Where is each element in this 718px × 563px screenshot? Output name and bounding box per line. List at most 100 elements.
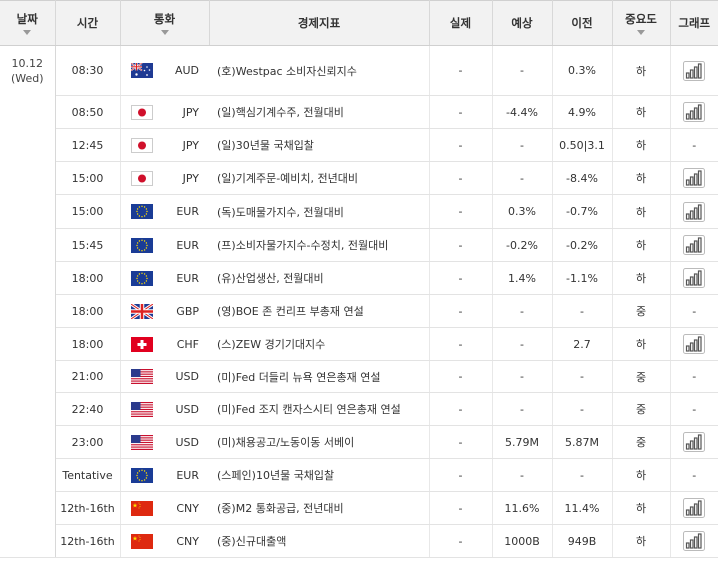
flag-cell xyxy=(120,45,163,96)
indicator-cell: (일)핵심기계수주, 전월대비 xyxy=(209,95,430,129)
australia-flag-icon xyxy=(130,63,153,78)
header-graph: 그래프 xyxy=(670,0,718,46)
indicator-cell: (중)신규대출액 xyxy=(209,524,430,558)
table-row: 12:45 JPY (일)30년물 국채입찰 - -0.50|3.1 하 - xyxy=(0,128,718,162)
bar-chart-icon[interactable] xyxy=(683,60,706,81)
header-forecast: 예상 xyxy=(492,0,553,46)
table-row: 10.12 (Wed) 08:30 AUD (호)Westpac 소비자신뢰지수 - -0.… xyxy=(0,45,718,558)
previous-cell: 11.4% xyxy=(552,491,613,525)
indicator-cell: (미)Fed 조지 캔자스시티 연은총재 연설 xyxy=(209,392,430,426)
importance-cell: 중 xyxy=(612,392,671,426)
currency-cell: JPY xyxy=(163,128,210,162)
indicator-cell: (일)30년물 국채입찰 xyxy=(209,128,430,162)
graph-cell: - xyxy=(670,128,718,162)
time-cell: 18:00 xyxy=(55,327,121,361)
china-flag-icon xyxy=(130,500,153,516)
bar-chart-icon[interactable] xyxy=(683,235,706,255)
previous-cell: -0.2% xyxy=(552,228,613,262)
actual-cell: - xyxy=(429,128,493,162)
graph-cell xyxy=(670,261,718,295)
flag-cell xyxy=(120,524,163,558)
actual-cell: - xyxy=(429,392,493,426)
importance-cell: 하 xyxy=(612,228,671,262)
flag-cell xyxy=(120,425,163,459)
header-currency[interactable]: 통화 xyxy=(120,0,210,46)
currency-cell: USD xyxy=(163,360,210,393)
previous-cell: 0.50|3.1 xyxy=(552,128,613,162)
indicator-cell: (미)Fed 더들리 뉴욕 연은총재 연설 xyxy=(209,360,430,393)
forecast-cell: -0.2% xyxy=(492,228,553,262)
forecast-cell: - xyxy=(492,128,553,162)
forecast-cell: 1000B xyxy=(492,524,553,558)
forecast-cell: - xyxy=(492,360,553,393)
graph-cell xyxy=(670,491,718,525)
flag-cell xyxy=(120,491,163,525)
uk-flag-icon xyxy=(130,303,153,319)
swiss-flag-icon xyxy=(130,336,153,352)
flag-cell xyxy=(120,228,163,262)
date-cell: 10.12 (Wed) xyxy=(0,45,56,558)
actual-cell: - xyxy=(429,524,493,558)
previous-cell: -8.4% xyxy=(552,161,613,195)
date-day: 10.12 xyxy=(11,57,44,70)
graph-cell xyxy=(670,95,718,129)
flag-cell xyxy=(120,294,163,328)
indicator-cell: (중)M2 통화공급, 전년대비 xyxy=(209,491,430,525)
eu-flag-icon xyxy=(130,270,153,286)
bar-chart-icon[interactable] xyxy=(683,531,706,551)
table-row: 12th-16th CNY (중)M2 통화공급, 전년대비 -11.6% 11.4% 하 xyxy=(0,491,718,525)
currency-cell: EUR xyxy=(163,261,210,295)
forecast-cell: -4.4% xyxy=(492,95,553,129)
previous-cell: -1.1% xyxy=(552,261,613,295)
time-cell: 08:50 xyxy=(55,95,121,129)
bar-chart-icon[interactable] xyxy=(683,168,706,188)
date-weekday: (Wed) xyxy=(10,72,44,85)
time-cell: 15:45 xyxy=(55,228,121,262)
bar-chart-icon[interactable] xyxy=(683,268,706,288)
indicator-cell: (미)채용공고/노동이동 서베이 xyxy=(209,425,430,459)
forecast-cell: 5.79M xyxy=(492,425,553,459)
bar-chart-icon[interactable] xyxy=(683,201,706,222)
graph-cell xyxy=(670,161,718,195)
table-row: 18:00 CHF (스)ZEW 경기기대지수 - -2.7 하 xyxy=(0,327,718,361)
us-flag-icon xyxy=(130,369,153,384)
actual-cell: - xyxy=(429,95,493,129)
graph-cell: - xyxy=(670,458,718,492)
header-importance[interactable]: 중요도 xyxy=(612,0,671,46)
time-cell: Tentative xyxy=(55,458,121,492)
flag-cell xyxy=(120,161,163,195)
table-row: Tentative EUR (스페인)10년물 국채입찰 - - - 하 - xyxy=(0,458,718,492)
table-row: 08:50 JPY (일)핵심기계수주, 전월대비 - -4.4% 4.9% 하 xyxy=(0,95,718,129)
forecast-cell: 1.4% xyxy=(492,261,553,295)
header-indicator: 경제지표 xyxy=(209,0,430,46)
graph-cell: - xyxy=(670,294,718,328)
bar-chart-icon[interactable] xyxy=(683,432,706,452)
eu-flag-icon xyxy=(130,237,153,253)
table-row: 23:00 USD (미)채용공고/노동이동 서베이 -5.79M 5.87M 중 xyxy=(0,425,718,459)
forecast-cell: 0.3% xyxy=(492,194,553,229)
bar-chart-icon[interactable] xyxy=(683,498,706,518)
flag-cell xyxy=(120,95,163,129)
flag-cell xyxy=(120,458,163,492)
header-actual: 실제 xyxy=(429,0,493,46)
bar-chart-icon[interactable] xyxy=(683,102,706,122)
importance-cell: 하 xyxy=(612,161,671,195)
forecast-cell: - xyxy=(492,45,553,96)
indicator-cell: (스)ZEW 경기기대지수 xyxy=(209,327,430,361)
indicator-cell: (유)산업생산, 전월대비 xyxy=(209,261,430,295)
flag-cell xyxy=(120,360,163,393)
forecast-cell: - xyxy=(492,458,553,492)
actual-cell: - xyxy=(429,458,493,492)
header-date[interactable]: 날짜 xyxy=(0,0,56,46)
currency-cell: EUR xyxy=(163,194,210,229)
importance-cell: 하 xyxy=(612,95,671,129)
time-cell: 18:00 xyxy=(55,261,121,295)
actual-cell: - xyxy=(429,261,493,295)
table-row: 12th-16th CNY (중)신규대출액 -1000B 949B 하 xyxy=(0,524,718,558)
currency-cell: EUR xyxy=(163,458,210,492)
eu-flag-icon xyxy=(130,204,153,219)
time-cell: 22:40 xyxy=(55,392,121,426)
table-row: 22:40 USD (미)Fed 조지 캔자스시티 연은총재 연설 - - - 중 - xyxy=(0,392,718,426)
sort-caret-icon xyxy=(637,29,646,35)
bar-chart-icon[interactable] xyxy=(683,334,706,354)
